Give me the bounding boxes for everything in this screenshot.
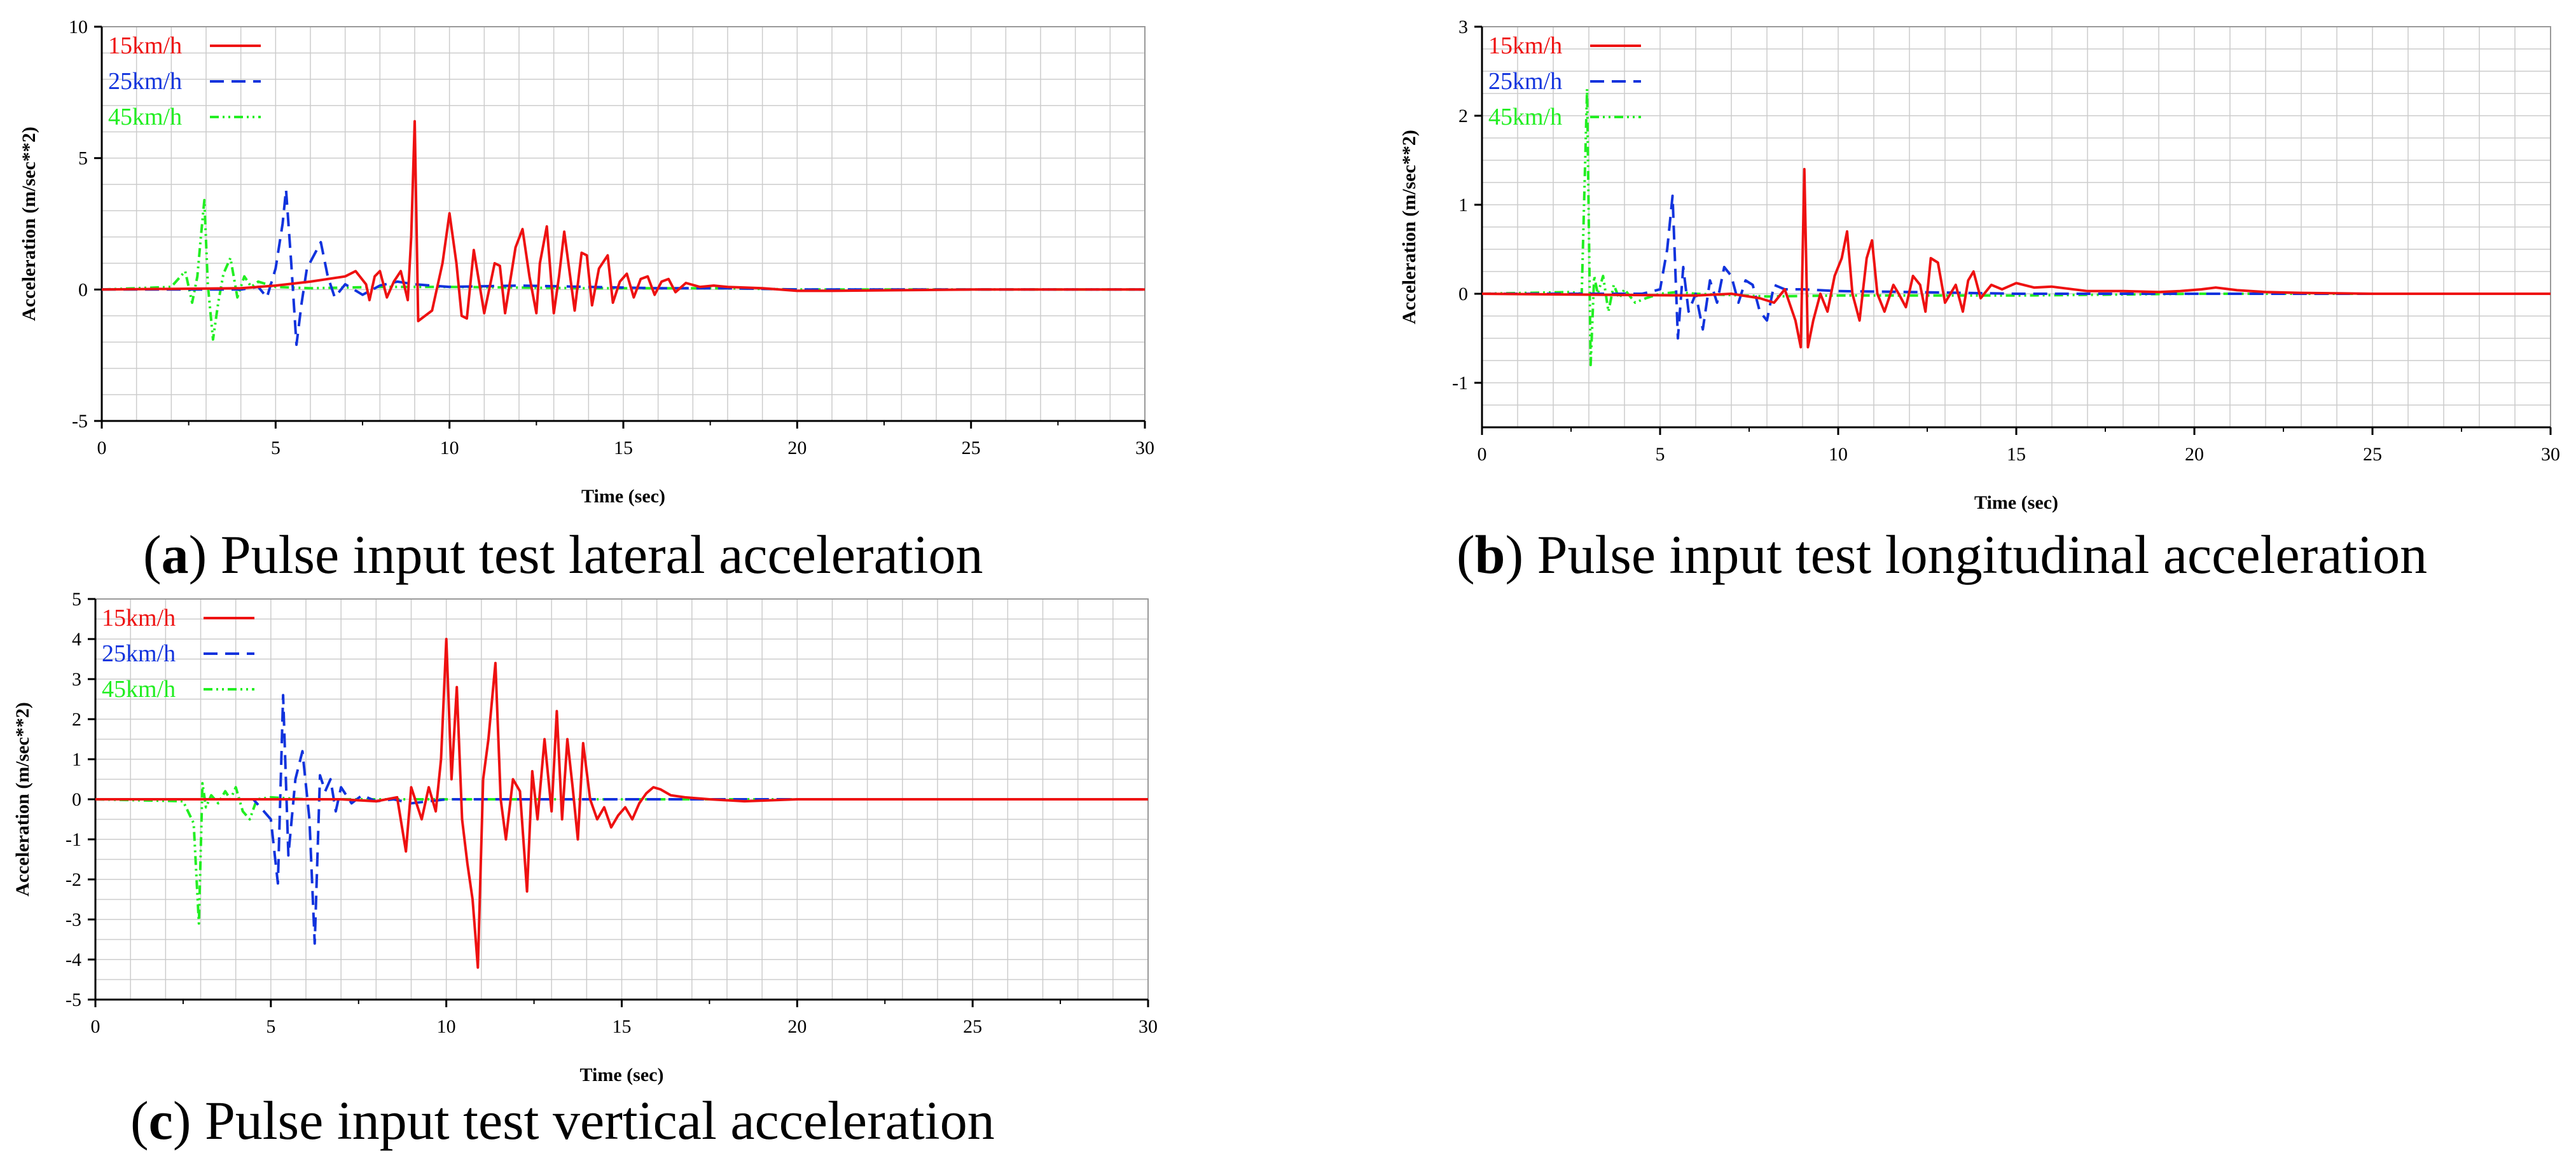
x-tick-label: 20 [787,437,807,458]
y-tick-label: 2 [1458,106,1468,127]
series-line-15kmh [102,120,1145,322]
chart-panel-c: 0 5 10 15 20 25 30 -5 -4 -3 -2 -1 0 1 2 3 4 5 Time (sec) Ac… [0,579,1177,1094]
x-tick-label: 25 [2363,444,2382,465]
grid [1481,26,2551,428]
y-axis-label: Acceleration (m/sec**2) [12,702,33,897]
y-tick-label: -2 [66,869,81,890]
chart-longitudinal-acceleration: 0 5 10 15 20 25 30 -1 0 1 2 3 Time (sec) Acceleration… [1399,17,2560,513]
y-tick-label: -4 [66,949,81,970]
grid [101,26,1146,422]
series-group [95,638,1148,969]
y-tick-label: 2 [72,709,81,730]
legend-label: 45km/h [1488,104,1562,130]
y-axis-label: Acceleration (m/sec**2) [1399,130,1420,324]
series-group [102,120,1145,347]
x-tick-label: 30 [1139,1016,1158,1037]
y-tick-label: 0 [1458,284,1468,305]
legend-label: 25km/h [1488,68,1562,95]
y-tick-label: 4 [72,629,81,650]
x-axis-label: Time (sec) [581,486,665,507]
legend: 15km/h 25km/h 45km/h [108,32,261,130]
x-axis-label: Time (sec) [580,1064,664,1085]
caption-c: (c) Pulse input test vertical accelerati… [130,1090,995,1151]
x-tick-label: 5 [271,437,280,458]
legend-label: 15km/h [1488,32,1562,59]
x-tick-label: 15 [613,1016,632,1037]
y-tick-label: 3 [72,669,81,690]
series-line-25kmh [95,694,1148,945]
series-line-45kmh [1482,88,2551,366]
x-tick-label: 30 [1135,437,1154,458]
legend-label: 15km/h [102,605,176,631]
x-tick-label: 10 [440,437,459,458]
y-tick-label: 3 [1458,17,1468,38]
caption-b: (b) Pulse input test longitudinal accele… [1457,524,2428,585]
y-axis-label: Acceleration (m/sec**2) [18,127,39,321]
y-tick-label: -5 [66,989,81,1010]
y-tick-label: 5 [72,589,81,610]
x-tick-label: 25 [963,1016,982,1037]
legend-label: 15km/h [108,32,182,59]
series-line-45kmh [102,198,1145,341]
x-tick-label: 0 [97,437,107,458]
x-tick-label: 30 [2541,444,2560,465]
series-line-15kmh [95,638,1148,969]
y-tick-label: -5 [72,411,88,432]
y-tick-label: 1 [1458,195,1468,216]
legend: 15km/h 25km/h 45km/h [102,605,254,703]
x-tick-label: 0 [1478,444,1487,465]
x-tick-label: 15 [614,437,633,458]
chart-lateral-acceleration: 0 5 10 15 20 25 30 -5 0 5 10 Time (sec) Acceleration… [18,17,1154,507]
x-tick-label: 15 [2007,444,2026,465]
x-tick-label: 0 [91,1016,100,1037]
series-line-15kmh [1482,168,2551,348]
y-tick-label: -1 [1452,373,1468,394]
x-tick-label: 10 [437,1016,456,1037]
x-tick-label: 5 [266,1016,275,1037]
y-tick-label: -1 [66,829,81,850]
chart-panel-a: 0 5 10 15 20 25 30 -5 0 5 10 Time (sec) Acceleration… [0,0,1177,528]
legend-label: 25km/h [108,68,182,95]
x-tick-label: 20 [787,1016,807,1037]
chart-vertical-acceleration: 0 5 10 15 20 25 30 -5 -4 -3 -2 -1 0 1 2 3 4 5 Time (sec) Ac… [12,589,1158,1085]
series-group [1482,88,2551,366]
x-tick-label: 5 [1656,444,1665,465]
x-axis-label: Time (sec) [1974,492,2058,513]
legend-label: 45km/h [102,676,176,703]
y-tick-label: 1 [72,749,81,770]
legend-label: 25km/h [102,640,176,667]
x-tick-label: 10 [1829,444,1848,465]
y-tick-label: 10 [69,17,88,38]
series-line-25kmh [1482,195,2551,340]
legend-label: 45km/h [108,104,182,130]
legend: 15km/h 25km/h 45km/h [1488,32,1641,130]
y-tick-label: 5 [78,148,88,169]
x-tick-label: 20 [2185,444,2204,465]
y-tick-label: 0 [78,279,88,300]
x-tick-label: 25 [962,437,981,458]
chart-panel-b: 0 5 10 15 20 25 30 -1 0 1 2 3 Time (sec) Acceleration… [1368,0,2576,528]
y-tick-label: 0 [72,789,81,810]
caption-a: (a) Pulse input test lateral acceleratio… [143,524,983,585]
y-tick-label: -3 [66,909,81,930]
